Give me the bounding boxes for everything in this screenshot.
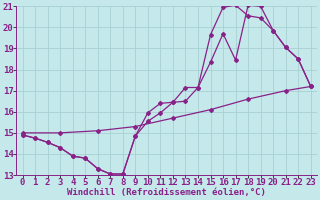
X-axis label: Windchill (Refroidissement éolien,°C): Windchill (Refroidissement éolien,°C) bbox=[67, 188, 266, 197]
